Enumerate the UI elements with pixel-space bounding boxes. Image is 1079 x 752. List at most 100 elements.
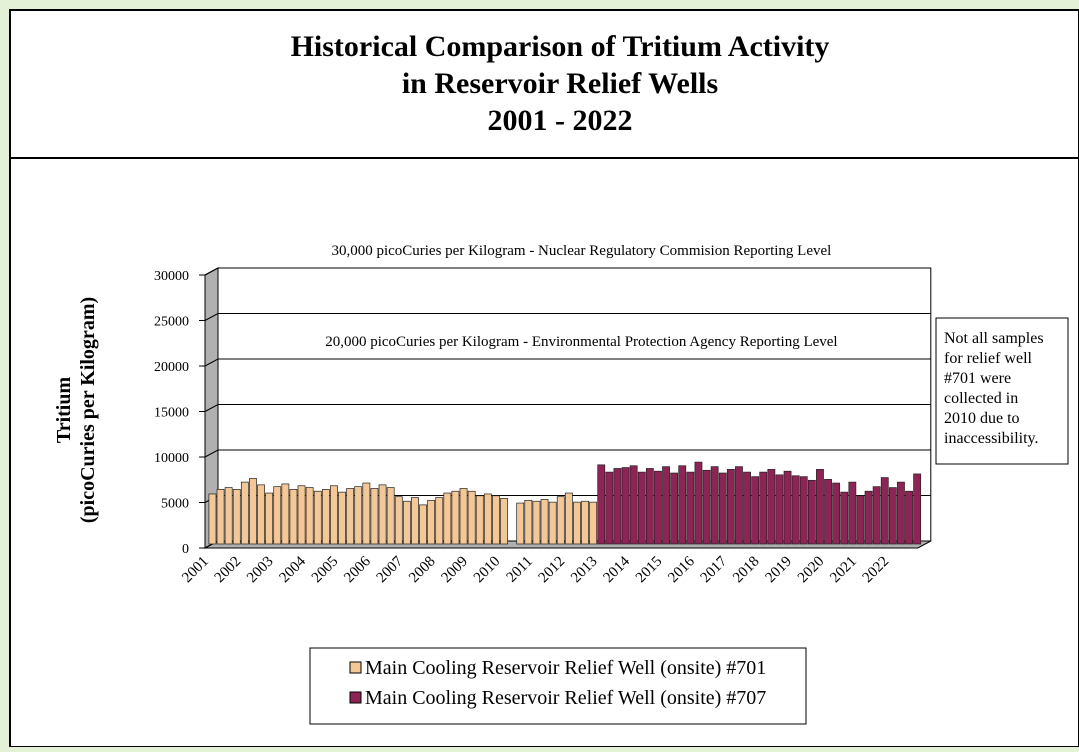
bar — [670, 472, 679, 545]
annotation: 20,000 picoCuries per Kilogram - Environ… — [325, 334, 837, 350]
bar — [354, 486, 363, 545]
bar — [767, 469, 776, 545]
bar — [613, 468, 622, 545]
bar — [394, 496, 403, 545]
y-tick-label: 30000 — [154, 269, 189, 284]
note: collected in — [944, 390, 1018, 407]
bar — [297, 485, 306, 545]
bar — [313, 490, 322, 545]
bar — [840, 491, 849, 545]
bar — [718, 472, 727, 545]
annotation: 30,000 picoCuries per Kilogram - Nuclear… — [331, 243, 831, 259]
note: Not all samples — [944, 330, 1044, 347]
y-axis-label: (picoCuries per Kilogram) — [77, 297, 99, 523]
bar — [702, 469, 711, 545]
bar — [897, 481, 905, 545]
bar — [807, 479, 816, 545]
bar — [483, 493, 492, 545]
bar — [848, 481, 857, 545]
bar — [597, 464, 606, 545]
bar — [305, 487, 314, 545]
bar — [694, 461, 703, 545]
bar — [232, 489, 241, 545]
grid-line — [204, 404, 931, 412]
bar — [751, 476, 760, 545]
bar — [467, 490, 476, 545]
bar — [240, 481, 249, 545]
bar — [605, 471, 614, 545]
bar — [443, 492, 452, 545]
bar — [816, 469, 824, 545]
bar — [362, 482, 371, 545]
grid-line — [204, 313, 931, 321]
note: #701 were — [944, 370, 1011, 387]
bar — [402, 500, 411, 545]
bar — [419, 504, 427, 545]
legend-box — [309, 647, 807, 725]
y-tick-label: 5000 — [161, 497, 189, 512]
bar — [330, 485, 338, 545]
bar — [451, 490, 460, 545]
bar — [726, 469, 735, 545]
bar — [459, 488, 468, 545]
bar — [888, 487, 897, 545]
bar — [564, 492, 573, 545]
bar — [273, 486, 282, 545]
bar — [556, 496, 565, 545]
bar — [346, 488, 355, 545]
chart-title: in Reservoir Relief Wells — [402, 67, 718, 100]
bar — [216, 489, 225, 545]
bar — [281, 483, 290, 545]
bar — [662, 466, 670, 545]
bar — [338, 491, 346, 545]
grid-line — [204, 267, 931, 276]
bar — [378, 484, 387, 545]
bar — [783, 470, 792, 545]
bar — [905, 490, 913, 545]
bar — [386, 487, 395, 545]
bar — [249, 478, 257, 545]
bar — [435, 497, 444, 545]
bar — [532, 500, 541, 545]
bar — [224, 487, 233, 545]
bar — [637, 471, 646, 545]
legend-swatch — [349, 691, 362, 704]
bar — [621, 467, 630, 545]
legend-swatch — [349, 661, 362, 674]
bar — [913, 473, 922, 545]
bar — [492, 495, 500, 545]
bar — [743, 471, 751, 545]
bar — [321, 489, 330, 545]
bar — [856, 495, 865, 545]
note: for relief well — [944, 350, 1033, 367]
chart-title: Historical Comparison of Tritium Activit… — [291, 30, 830, 63]
bar — [289, 489, 298, 545]
bar — [654, 470, 662, 545]
grid-line — [204, 449, 931, 458]
bar — [581, 500, 589, 545]
bar — [411, 497, 419, 545]
y-tick-label: 20000 — [154, 360, 189, 375]
bar — [208, 493, 217, 545]
bar — [516, 502, 525, 545]
note: inaccessibility. — [944, 430, 1039, 447]
bar — [759, 471, 768, 545]
bar — [864, 490, 873, 545]
bar — [686, 471, 695, 545]
y-tick-label: 0 — [182, 542, 189, 557]
bar — [370, 488, 379, 545]
bar — [589, 501, 598, 545]
bar — [872, 486, 881, 545]
bar — [540, 499, 549, 545]
bar — [710, 466, 719, 545]
bar — [645, 468, 654, 545]
legend-label: Main Cooling Reservoir Relief Well (onsi… — [365, 687, 766, 709]
y-tick-label: 15000 — [154, 406, 189, 421]
bar — [500, 498, 508, 545]
chart-title: 2001 - 2022 — [488, 104, 633, 137]
bar — [524, 499, 533, 545]
grid-line — [204, 358, 931, 367]
y-axis-label: Tritium — [53, 377, 75, 444]
